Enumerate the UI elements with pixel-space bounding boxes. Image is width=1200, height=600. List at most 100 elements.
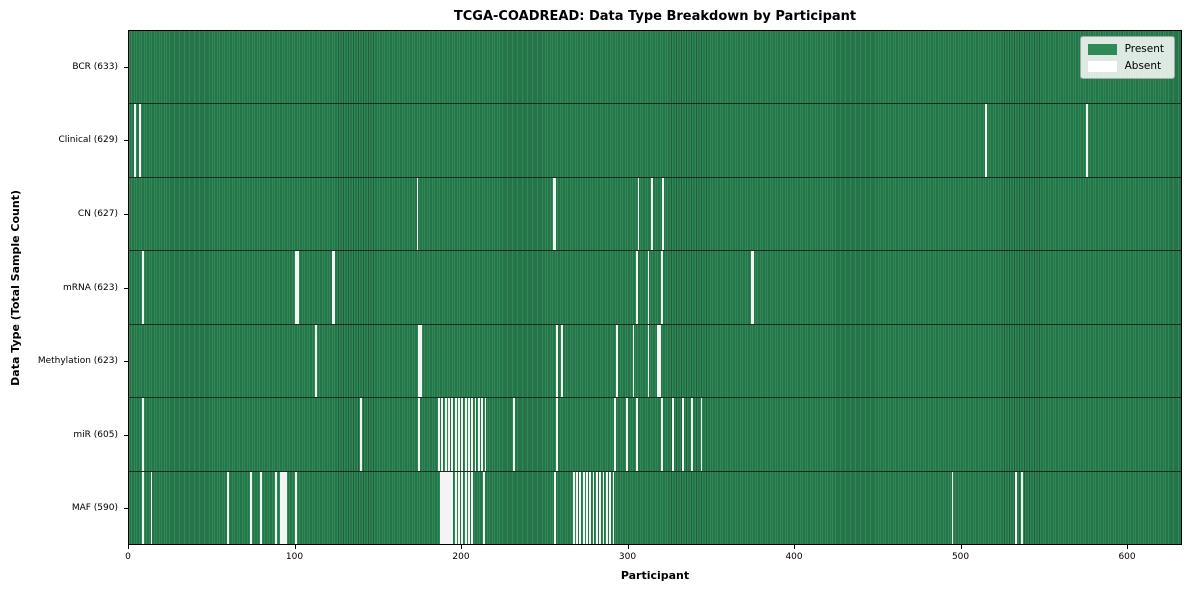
absent-mark — [260, 471, 263, 544]
absent-mark — [596, 471, 598, 544]
y-tick-mark — [124, 287, 128, 289]
absent-mark — [682, 398, 685, 471]
absent-mark — [446, 471, 449, 544]
absent-mark — [605, 471, 608, 544]
heatmap-row-clinical — [129, 104, 1181, 178]
x-tick-mark — [128, 545, 129, 549]
absent-mark — [464, 471, 467, 544]
absent-mark — [464, 398, 467, 471]
absent-mark — [295, 251, 297, 324]
absent-mark — [650, 177, 653, 251]
absent-mark — [1086, 104, 1089, 177]
absent-mark — [441, 471, 444, 544]
absent-mark — [512, 398, 515, 471]
absent-mark — [614, 398, 617, 471]
absent-mark — [444, 471, 447, 544]
legend-label-present: Present — [1124, 43, 1164, 55]
absent-mark — [443, 471, 445, 544]
absent-mark — [142, 398, 145, 471]
absent-mark — [592, 471, 595, 544]
absent-mark — [951, 471, 954, 544]
absent-mark — [554, 471, 557, 544]
x-tick-mark — [960, 545, 962, 549]
x-tick-mark — [627, 545, 629, 549]
absent-mark — [984, 104, 987, 177]
absent-mark — [589, 471, 592, 544]
y-tick-label-methylation: Methylation (623) — [37, 356, 118, 367]
absent-mark — [275, 471, 278, 544]
absent-mark — [750, 251, 753, 324]
absent-mark — [690, 398, 693, 471]
legend-swatch-absent — [1087, 60, 1117, 72]
absent-mark — [150, 471, 153, 544]
absent-mark — [138, 104, 141, 177]
absent-mark — [599, 471, 602, 544]
absent-mark — [615, 324, 618, 398]
absent-mark — [752, 251, 755, 324]
y-tick-label-bcr: BCR (633) — [72, 61, 118, 72]
absent-mark — [660, 398, 663, 471]
x-tick-mark — [461, 545, 463, 549]
absent-mark — [672, 398, 675, 471]
absent-mark — [484, 398, 487, 471]
x-tick-mark — [294, 545, 296, 549]
absent-mark — [331, 251, 334, 324]
absent-mark — [142, 471, 145, 544]
absent-mark — [448, 471, 450, 544]
y-tick-label-mir: miR (605) — [73, 429, 118, 440]
heatmap-row-mir — [129, 398, 1181, 472]
legend-item-absent: Absent — [1087, 60, 1164, 72]
absent-mark — [609, 471, 612, 544]
chart-title: TCGA-COADREAD: Data Type Breakdown by Pa… — [453, 9, 857, 24]
absent-mark — [586, 471, 588, 544]
absent-mark — [315, 324, 317, 398]
absent-mark — [474, 398, 477, 471]
absent-mark — [283, 471, 286, 544]
absent-mark — [418, 398, 420, 471]
absent-mark — [602, 471, 605, 544]
absent-mark — [281, 471, 284, 544]
absent-mark — [471, 398, 474, 471]
absent-mark — [556, 324, 558, 398]
x-tick-label-200: 200 — [452, 552, 470, 562]
absent-mark — [554, 177, 557, 251]
x-tick-label-100: 100 — [285, 552, 304, 562]
absent-mark — [448, 398, 450, 471]
legend-swatch-present — [1087, 43, 1117, 55]
absent-mark — [647, 251, 650, 324]
absent-mark — [572, 471, 575, 544]
absent-mark — [561, 324, 563, 398]
absent-mark — [579, 471, 582, 544]
absent-mark — [439, 471, 442, 544]
absent-mark — [133, 104, 136, 177]
absent-mark — [461, 398, 464, 471]
x-tick-mark — [1127, 545, 1129, 549]
absent-mark — [552, 177, 555, 251]
y-tick-mark — [124, 213, 128, 215]
absent-mark — [419, 324, 422, 398]
x-tick-mark — [794, 545, 796, 549]
absent-mark — [637, 177, 640, 251]
x-tick-label-0: 0 — [125, 552, 131, 562]
y-tick-mark — [124, 361, 128, 363]
absent-mark — [635, 251, 638, 324]
absent-mark — [461, 471, 464, 544]
absent-mark — [478, 398, 480, 471]
absent-mark — [660, 251, 663, 324]
absent-mark — [458, 398, 460, 471]
absent-mark — [481, 398, 484, 471]
heatmap-row-mrna — [129, 251, 1181, 325]
absent-mark — [471, 471, 474, 544]
absent-mark — [458, 471, 460, 544]
absent-mark — [454, 471, 457, 544]
absent-mark — [662, 177, 665, 251]
absent-mark — [576, 471, 578, 544]
absent-mark — [625, 398, 628, 471]
legend-label-absent: Absent — [1124, 60, 1162, 72]
absent-mark — [632, 324, 635, 398]
heatmap-row-maf — [129, 471, 1181, 544]
heatmap-row-cn — [129, 177, 1181, 252]
absent-mark — [635, 398, 638, 471]
x-tick-label-300: 300 — [618, 552, 637, 562]
absent-mark — [250, 471, 253, 544]
